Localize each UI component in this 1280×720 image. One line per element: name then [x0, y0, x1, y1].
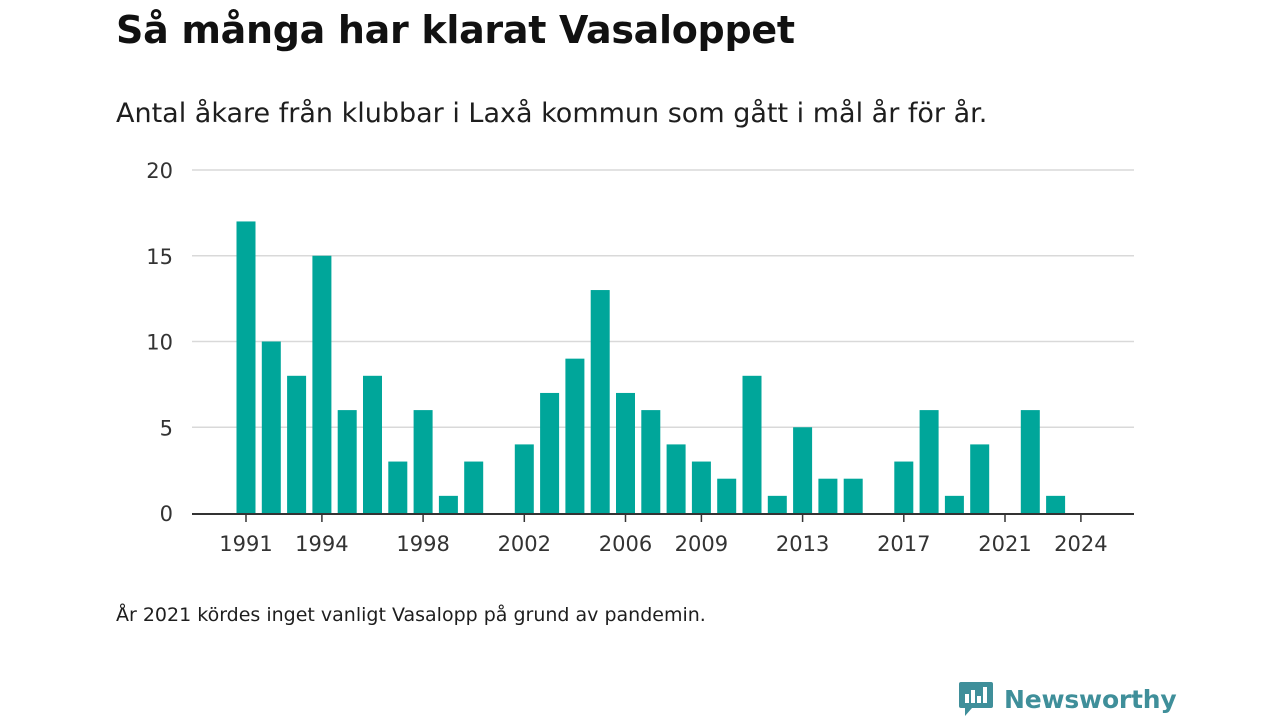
bar-2023 — [1046, 495, 1066, 513]
bar-1998 — [413, 410, 433, 513]
bar-1994 — [312, 255, 332, 513]
y-tick-label: 20 — [146, 159, 173, 183]
bar-2007 — [641, 410, 661, 513]
y-tick-label: 5 — [160, 416, 173, 440]
bar-1993 — [287, 375, 307, 513]
x-tick-label: 2006 — [599, 532, 652, 556]
footnote: År 2021 kördes inget vanligt Vasalopp på… — [116, 604, 706, 626]
newsworthy-logo: Newsworthy — [958, 678, 1177, 720]
bar-2015 — [843, 478, 863, 513]
bar-2002 — [514, 444, 534, 513]
chart-subtitle: Antal åkare från klubbar i Laxå kommun s… — [116, 98, 988, 129]
bar-2003 — [540, 392, 560, 513]
bar-2005 — [590, 290, 610, 513]
x-tick-label: 2013 — [776, 532, 829, 556]
bar-2020 — [970, 444, 990, 513]
bars — [236, 221, 1066, 513]
y-tick-label: 15 — [146, 245, 173, 269]
bar-2017 — [894, 461, 914, 513]
bar-2011 — [742, 375, 762, 513]
bar-2010 — [717, 478, 737, 513]
bar-2004 — [565, 358, 585, 513]
bar-2009 — [691, 461, 711, 513]
y-tick-label: 0 — [160, 502, 173, 526]
x-tick-label: 2024 — [1054, 532, 1107, 556]
bar-2006 — [616, 392, 635, 513]
chart-title: Så många har klarat Vasaloppet — [116, 8, 795, 52]
bar-1996 — [363, 375, 382, 513]
bar-2018 — [919, 410, 939, 513]
bar-2000 — [464, 461, 484, 513]
x-tick-label: 1994 — [295, 532, 348, 556]
x-tick-label: 2021 — [978, 532, 1031, 556]
bar-1999 — [438, 495, 458, 513]
x-axis-ticks: 1991 1994 1998 2002 2006 2009 2013 2017 2021 2024 — [219, 514, 1108, 556]
brand-name: Newsworthy — [1004, 684, 1177, 714]
y-axis-labels: 0 5 10 15 20 — [146, 159, 173, 526]
bar-1995 — [337, 410, 357, 513]
bar-1992 — [261, 341, 281, 513]
bar-2012 — [767, 495, 787, 513]
bar-1991 — [236, 221, 256, 513]
bar-2014 — [818, 478, 838, 513]
x-tick-label: 1998 — [396, 532, 449, 556]
bar-chart: 0 5 10 15 20 1991 1994 1998 2002 2006 2009 2013 201… — [146, 159, 1134, 556]
bar-chart-icon — [959, 682, 993, 716]
bar-2013 — [793, 427, 813, 513]
x-tick-label: 2002 — [498, 532, 551, 556]
bar-2008 — [666, 444, 686, 513]
bar-1997 — [388, 461, 408, 513]
x-tick-label: 2017 — [877, 532, 930, 556]
x-tick-label: 2009 — [675, 532, 728, 556]
x-tick-label: 1991 — [219, 532, 272, 556]
bar-2022 — [1020, 410, 1040, 513]
bar-2019 — [944, 495, 964, 513]
y-tick-label: 10 — [146, 331, 173, 355]
grid-lines — [192, 169, 1134, 428]
